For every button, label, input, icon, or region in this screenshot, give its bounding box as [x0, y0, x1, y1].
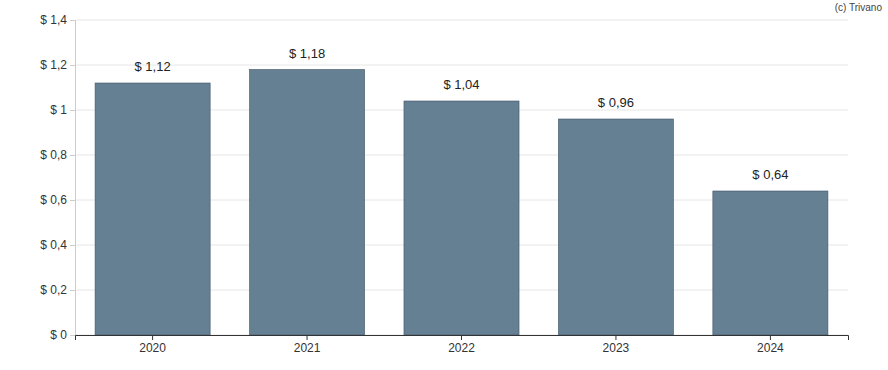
bar [250, 70, 365, 336]
y-axis: $ 0 $ 0,2 $ 0,4 $ 0,6 $ 0,8 $ 1 $ 1,2 $ 1,4 [40, 13, 75, 342]
y-tick-mark [70, 20, 75, 21]
y-tick-mark [70, 65, 75, 66]
bars [95, 70, 828, 336]
y-tick: $ 0 [50, 328, 75, 342]
bar [713, 191, 828, 335]
y-tick: $ 1,2 [40, 58, 75, 72]
y-tick: $ 0,2 [40, 283, 75, 297]
data-label: $ 0,96 [598, 95, 634, 110]
y-tick: $ 0,6 [40, 193, 75, 207]
grid-line [75, 65, 848, 66]
x-tick-label: 2021 [294, 341, 321, 355]
y-tick-label: $ 0,8 [40, 148, 67, 162]
x-tick-mark [461, 335, 462, 340]
y-tick: $ 1,4 [40, 13, 75, 27]
x-tick-mark [770, 335, 771, 340]
y-tick-label: $ 0,4 [40, 238, 67, 252]
y-tick-label: $ 0,2 [40, 283, 67, 297]
bar [95, 83, 210, 335]
data-label: $ 1,04 [443, 77, 479, 92]
grid [75, 20, 848, 335]
x-tick: 2022 [448, 335, 475, 355]
y-tick-mark [70, 110, 75, 111]
y-tick-label: $ 0,6 [40, 193, 67, 207]
x-axis: 2020 2021 2022 2023 2024 [76, 335, 849, 355]
y-tick: $ 1 [50, 103, 75, 117]
data-label: $ 1,18 [289, 46, 325, 61]
x-tick-label: 2023 [603, 341, 630, 355]
x-tick: 2023 [603, 335, 630, 355]
x-tick-mark [152, 335, 153, 340]
x-tick-label: 2020 [139, 341, 166, 355]
y-tick-mark [70, 335, 75, 336]
y-tick: $ 0,4 [40, 238, 75, 252]
data-labels: $ 1,12 $ 1,18 $ 1,04 $ 0,96 $ 0,64 [135, 46, 789, 183]
x-tick-label: 2022 [448, 341, 475, 355]
data-label: $ 0,64 [752, 167, 788, 182]
x-tick-mark [615, 335, 616, 340]
x-axis-line [76, 336, 849, 341]
x-tick-mark [307, 335, 308, 340]
y-tick: $ 0,8 [40, 148, 75, 162]
x-tick: 2020 [139, 335, 166, 355]
bar [558, 119, 673, 335]
bar [404, 101, 519, 335]
y-tick-mark [70, 245, 75, 246]
y-tick-label: $ 1 [50, 103, 67, 117]
y-axis-line [70, 21, 76, 336]
grid-line [75, 20, 848, 21]
data-label: $ 1,12 [135, 59, 171, 74]
y-tick-label: $ 1,4 [40, 13, 67, 27]
chart: $ 0 $ 0,2 $ 0,4 $ 0,6 $ 0,8 $ 1 $ 1,2 $ 1,4 2020… [0, 0, 888, 370]
y-tick-mark [70, 155, 75, 156]
y-tick-label: $ 0 [50, 328, 67, 342]
x-tick-label: 2024 [757, 341, 784, 355]
y-tick-mark [70, 290, 75, 291]
plot: $ 0 $ 0,2 $ 0,4 $ 0,6 $ 0,8 $ 1 $ 1,2 $ 1,4 2020… [40, 13, 848, 354]
y-tick-mark [70, 200, 75, 201]
annotation: (c) Trivano [835, 2, 883, 13]
x-tick: 2024 [757, 335, 784, 355]
x-tick: 2021 [294, 335, 321, 355]
y-tick-label: $ 1,2 [40, 58, 67, 72]
